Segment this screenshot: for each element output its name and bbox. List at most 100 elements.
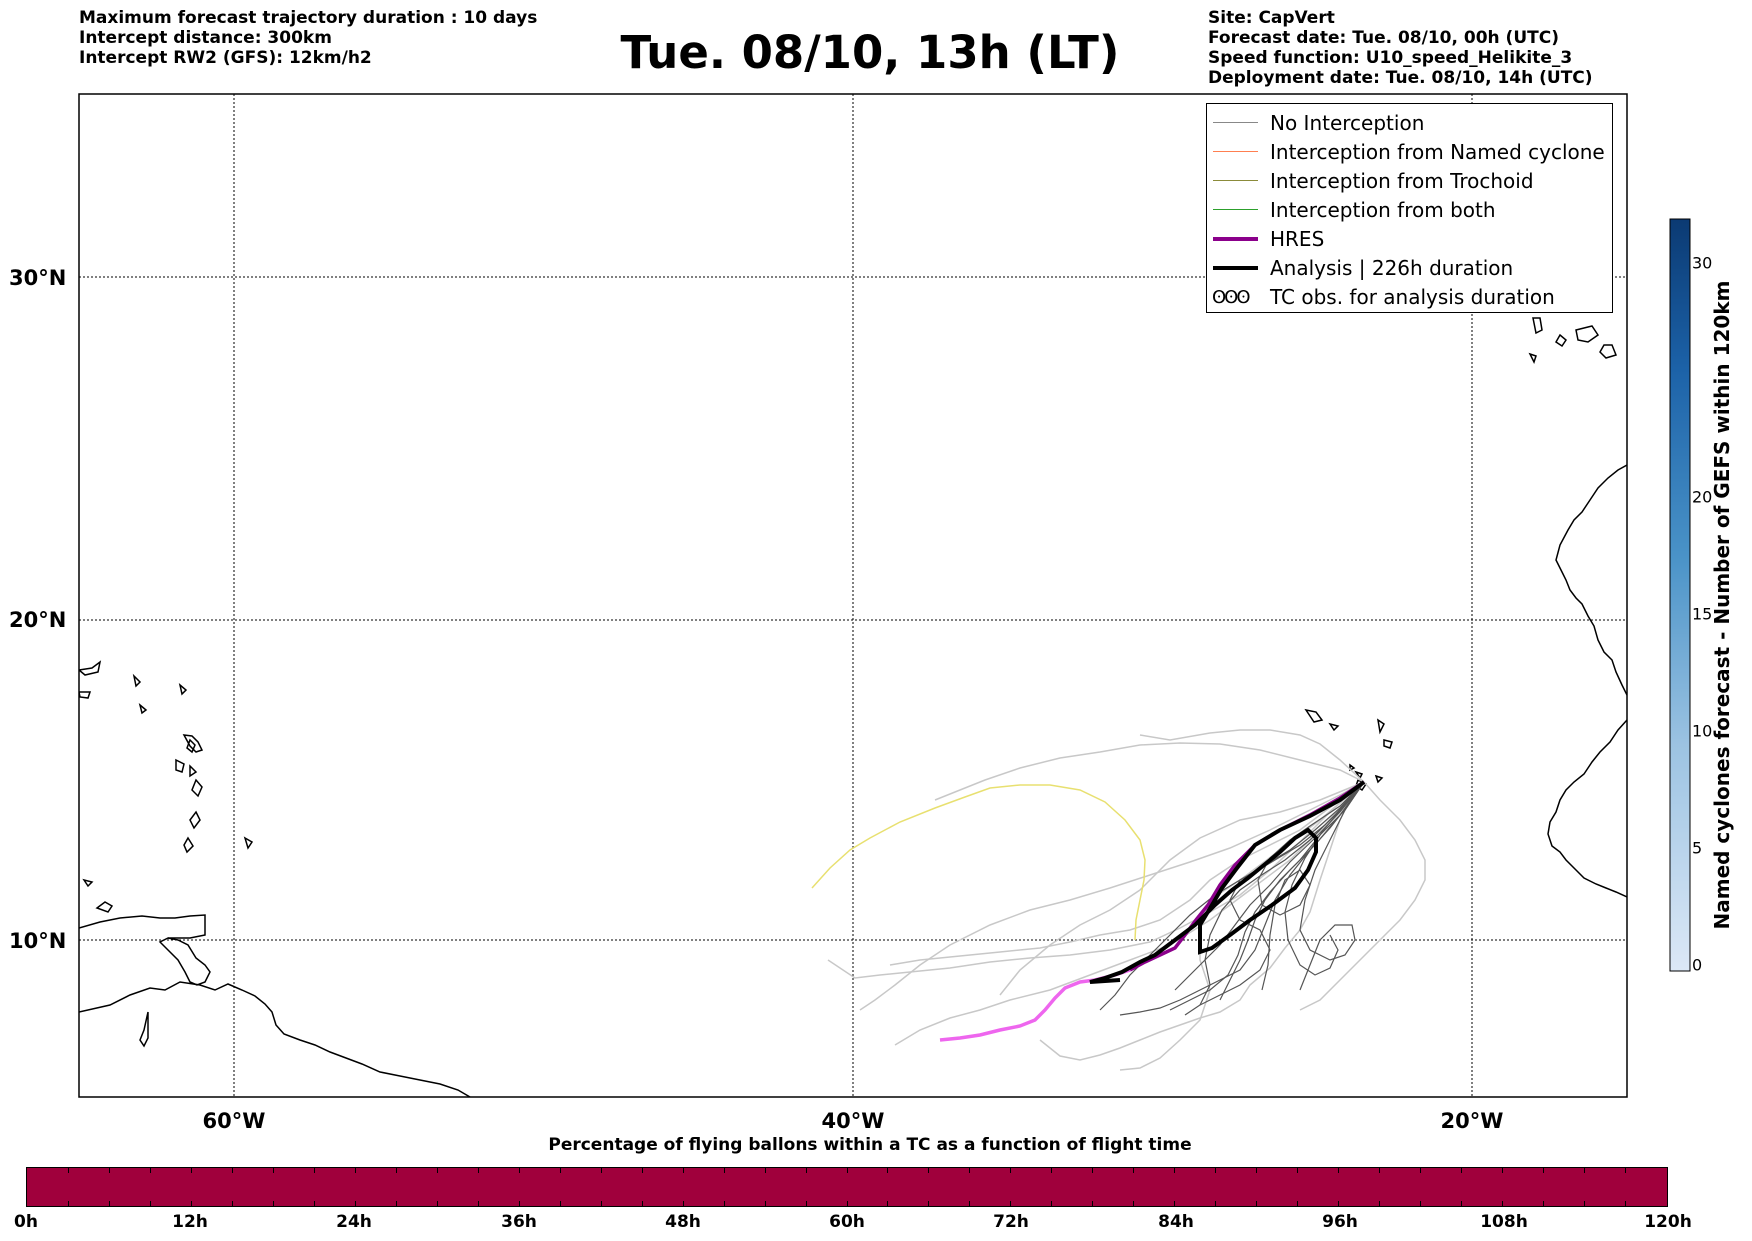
bottom-colorbar-tickmark bbox=[1051, 1201, 1053, 1206]
legend-item-named-cyclone: Interception from Named cyclone bbox=[1207, 138, 1612, 167]
bottom-colorbar-tickmark bbox=[928, 1168, 930, 1173]
bottom-colorbar-tickmark bbox=[1010, 1201, 1012, 1206]
legend-label: HRES bbox=[1270, 227, 1325, 251]
trajectory-light bbox=[1299, 781, 1426, 1011]
bottom-colorbar-tickmark bbox=[1338, 1201, 1340, 1206]
bottom-colorbar-tickmark bbox=[149, 1201, 151, 1206]
map-title: Tue. 08/10, 13h (LT) bbox=[620, 26, 1120, 79]
bottom-colorbar-tickmark bbox=[1461, 1168, 1463, 1173]
bottom-colorbar-tickmark bbox=[1584, 1201, 1586, 1206]
bottom-colorbar-tickmark bbox=[928, 1201, 930, 1206]
bottom-colorbar-tickmark bbox=[1297, 1201, 1299, 1206]
coast-trinidad bbox=[158, 937, 211, 986]
bottom-colorbar-tickmark bbox=[436, 1168, 438, 1173]
bottom-colorbar-tickmark bbox=[682, 1201, 684, 1206]
legend-label: No Interception bbox=[1270, 111, 1425, 135]
legend-swatch-hres bbox=[1213, 237, 1258, 241]
trajectory-light bbox=[934, 742, 1365, 801]
bottom-colorbar-tickmark bbox=[1092, 1201, 1094, 1206]
bottom-colorbar-tick: 0h bbox=[14, 1212, 38, 1232]
trajectory-analysis bbox=[1089, 780, 1366, 984]
bottom-colorbar-tickmark bbox=[518, 1201, 520, 1206]
coastlines bbox=[79, 317, 1627, 1097]
bottom-colorbar-tickmark bbox=[67, 1201, 69, 1206]
bottom-colorbar-tickmark bbox=[1174, 1201, 1176, 1206]
coast-lesser-antilles bbox=[183, 738, 203, 854]
bottom-colorbar-tickmark bbox=[805, 1201, 807, 1206]
bottom-colorbar-tick: 72h bbox=[993, 1212, 1029, 1232]
bottom-colorbar-tickmark bbox=[846, 1201, 848, 1206]
bottom-colorbar-tickmark bbox=[108, 1201, 110, 1206]
header-right-info: Site: CapVert Forecast date: Tue. 08/10,… bbox=[1208, 8, 1593, 88]
trajectory-light bbox=[859, 781, 1365, 1011]
bottom-colorbar-tickmark bbox=[641, 1201, 643, 1206]
legend-swatch-named-cyclone bbox=[1213, 151, 1258, 152]
trajectory-light bbox=[889, 781, 1365, 966]
bottom-colorbar-tickmark bbox=[887, 1168, 889, 1173]
bottom-colorbar-tickmark bbox=[272, 1168, 274, 1173]
bottom-colorbar-tickmark bbox=[1625, 1201, 1627, 1206]
bottom-colorbar-tickmark bbox=[1502, 1168, 1504, 1173]
coast-south-america bbox=[79, 981, 471, 1097]
bottom-colorbar-tickmark bbox=[313, 1201, 315, 1206]
map-frame bbox=[78, 93, 1628, 1098]
trajectory-light bbox=[1139, 729, 1365, 783]
legend-label: Interception from both bbox=[1270, 198, 1496, 222]
bottom-colorbar-tickmark bbox=[1543, 1168, 1545, 1173]
bottom-colorbar-tickmark bbox=[887, 1201, 889, 1206]
bottom-colorbar-tickmark bbox=[231, 1201, 233, 1206]
bottom-colorbar-tickmark bbox=[600, 1201, 602, 1206]
bottom-colorbar-tickmark bbox=[149, 1168, 151, 1173]
bottom-colorbar-tickmark bbox=[1215, 1201, 1217, 1206]
bottom-colorbar-tickmark bbox=[1502, 1201, 1504, 1206]
bottom-colorbar-tickmark bbox=[1133, 1201, 1135, 1206]
bottom-colorbar-tickmark bbox=[1256, 1201, 1258, 1206]
bottom-colorbar-tickmark bbox=[1010, 1168, 1012, 1173]
right-colorbar-tick: 5 bbox=[1692, 838, 1703, 858]
legend-swatch-no-interception bbox=[1213, 122, 1258, 123]
lat-label-10n: 10°N bbox=[9, 929, 66, 953]
bottom-colorbar-tickmark bbox=[518, 1168, 520, 1173]
legend-item-hres: HRES bbox=[1207, 225, 1612, 254]
bottom-colorbar-tickmark bbox=[231, 1168, 233, 1173]
coast-islands-small bbox=[82, 836, 254, 1048]
lat-label-20n: 20°N bbox=[9, 608, 66, 632]
bottom-colorbar-tickmark bbox=[108, 1168, 110, 1173]
bottom-colorbar-tick: 108h bbox=[1480, 1212, 1528, 1232]
forecast-date-text: Forecast date: Tue. 08/10, 00h (UTC) bbox=[1208, 28, 1559, 48]
bottom-colorbar-tickmark bbox=[354, 1168, 356, 1173]
bottom-colorbar-tickmark bbox=[1174, 1168, 1176, 1173]
legend-label: Interception from Named cyclone bbox=[1270, 140, 1605, 164]
bottom-colorbar-tickmark bbox=[764, 1168, 766, 1173]
max-duration-text: Maximum forecast trajectory duration : 1… bbox=[79, 8, 538, 28]
right-colorbar-tick: 10 bbox=[1692, 721, 1713, 741]
legend: No Interception Interception from Named … bbox=[1206, 103, 1613, 313]
bottom-colorbar-tickmark bbox=[600, 1168, 602, 1173]
bottom-colorbar-tickmark bbox=[1051, 1168, 1053, 1173]
bottom-colorbar-tickmark bbox=[805, 1168, 807, 1173]
bottom-colorbar-tickmark bbox=[1584, 1168, 1586, 1173]
legend-swatch-both bbox=[1213, 209, 1258, 210]
coast-africa bbox=[1547, 464, 1627, 898]
bottom-colorbar-tick: 84h bbox=[1158, 1212, 1194, 1232]
lon-label-20w: 20°W bbox=[1441, 1109, 1504, 1133]
bottom-colorbar-tickmark bbox=[1215, 1168, 1217, 1173]
bottom-colorbar-tickmark bbox=[559, 1168, 561, 1173]
coast-canary-islands bbox=[1528, 317, 1618, 364]
trajectory-grey bbox=[1174, 781, 1365, 991]
right-colorbar-tick: 30 bbox=[1692, 253, 1713, 273]
right-colorbar-tick: 15 bbox=[1692, 604, 1713, 624]
bottom-colorbar-tick: 24h bbox=[336, 1212, 372, 1232]
legend-item-trochoid: Interception from Trochoid bbox=[1207, 167, 1612, 196]
bottom-colorbar-tick: 36h bbox=[501, 1212, 537, 1232]
tc-symbol-icon: ʘʘʘ bbox=[1212, 287, 1250, 308]
header-left-info: Maximum forecast trajectory duration : 1… bbox=[79, 8, 537, 68]
trajectory-light bbox=[999, 781, 1365, 996]
trajectory-grey bbox=[1199, 781, 1365, 1006]
bottom-colorbar-tick: 48h bbox=[665, 1212, 701, 1232]
legend-label: TC obs. for analysis duration bbox=[1270, 285, 1555, 309]
site-text: Site: CapVert bbox=[1208, 8, 1335, 28]
intercept-rw2-text: Intercept RW2 (GFS): 12km/h2 bbox=[79, 48, 372, 68]
bottom-colorbar-tickmark bbox=[190, 1168, 192, 1173]
bottom-colorbar-tickmark bbox=[1625, 1168, 1627, 1173]
